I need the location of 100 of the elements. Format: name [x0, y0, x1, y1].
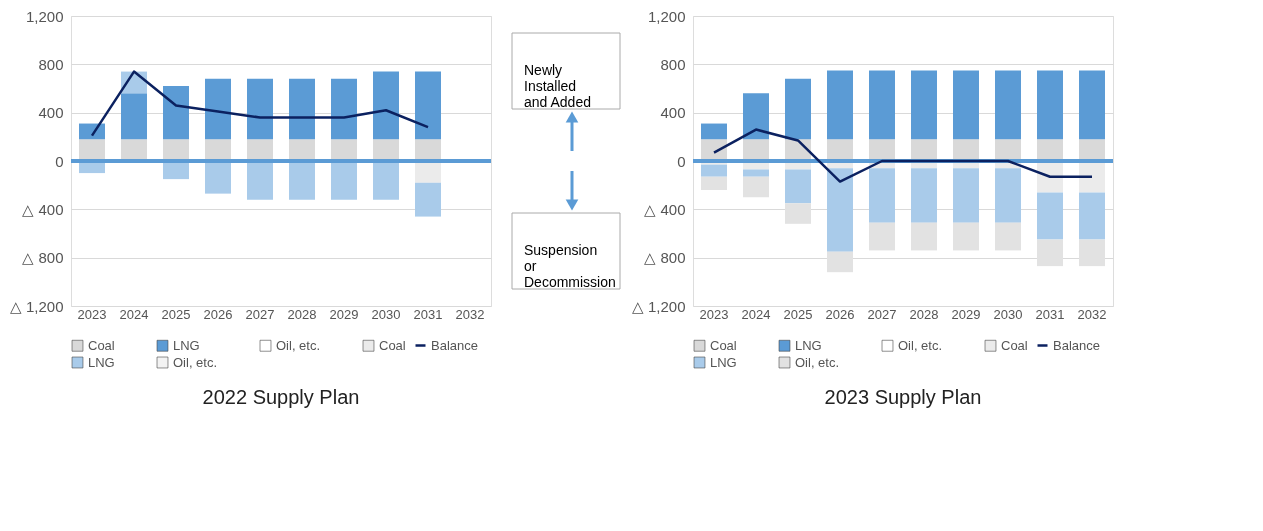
x-tick-label: 2032	[1077, 306, 1107, 322]
bar	[743, 176, 769, 198]
legend-label: Coal	[88, 337, 115, 353]
bar	[1079, 139, 1105, 161]
x-tick-label: 2026	[203, 306, 233, 322]
bar	[331, 78, 357, 140]
x-tick-label: 2026	[825, 306, 855, 322]
x-tick-label: 2031	[413, 306, 443, 322]
x-tick-label: 2023	[699, 306, 729, 322]
text: 2022 Supply Plan	[202, 386, 360, 408]
bar	[163, 86, 189, 140]
bar	[247, 78, 273, 140]
y-tick-label: △ 1,200	[631, 297, 686, 315]
legend-label: Balance	[431, 337, 478, 353]
y-tick-label: 1,200	[25, 7, 64, 25]
x-tick-label: 2029	[951, 306, 981, 322]
legend-label: Coal	[710, 337, 737, 353]
bar	[1079, 70, 1105, 140]
bar	[869, 70, 895, 140]
legend-label: LNG	[795, 337, 822, 353]
legend-label: LNG	[710, 354, 737, 370]
bar	[743, 93, 769, 140]
bar	[289, 161, 315, 200]
bar	[373, 139, 399, 161]
x-tick-label: 2029	[329, 306, 359, 322]
x-tick-label: 2031	[1035, 306, 1065, 322]
legend-label: Coal	[1001, 337, 1028, 353]
legend-label: Oil, etc.	[173, 354, 218, 370]
bar	[701, 176, 727, 190]
bar	[743, 169, 769, 177]
legend-label: LNG	[88, 354, 115, 370]
bar	[247, 161, 273, 200]
x-tick-label: 2027	[245, 306, 275, 322]
x-tick-label: 2030	[993, 306, 1023, 322]
bar	[953, 222, 979, 251]
bar	[415, 71, 441, 140]
legend-label: Balance	[1053, 337, 1100, 353]
bar	[743, 139, 769, 161]
text: Newly Installed and Added	[524, 62, 591, 110]
bar	[869, 168, 895, 223]
y-tick-label: △ 400	[22, 200, 64, 218]
bar	[995, 139, 1021, 161]
y-tick-label: 400	[660, 104, 686, 122]
bar	[205, 139, 231, 161]
bar	[205, 78, 231, 140]
bar	[373, 161, 399, 200]
bar	[953, 168, 979, 223]
bar	[911, 139, 937, 161]
x-tick-label: 2024	[741, 306, 771, 322]
line-series	[712, 128, 1094, 183]
bar	[79, 139, 105, 161]
y-tick-label: 800	[38, 55, 64, 73]
bar	[205, 161, 231, 194]
legend-label: Oil, etc.	[795, 354, 840, 370]
legend-label: Oil, etc.	[898, 337, 943, 353]
bar	[911, 222, 937, 251]
bar	[953, 139, 979, 161]
bar	[331, 161, 357, 200]
x-tick-label: 2027	[867, 306, 897, 322]
x-tick-label: 2028	[287, 306, 317, 322]
text: Suspension or Decommission	[524, 242, 616, 290]
bar	[995, 168, 1021, 223]
text: 2023 Supply Plan	[824, 386, 982, 408]
bar	[827, 70, 853, 140]
bar	[121, 139, 147, 161]
x-tick-label: 2032	[455, 306, 485, 322]
y-tick-label: △ 400	[644, 200, 686, 218]
legend-label: Coal	[379, 337, 406, 353]
y-tick-label: △ 1,200	[9, 297, 64, 315]
y-tick-label: 400	[38, 104, 64, 122]
y-tick-label: 0	[55, 152, 64, 170]
bar	[869, 139, 895, 161]
legend-label: LNG	[173, 337, 200, 353]
y-tick-label: 0	[677, 152, 686, 170]
bar	[785, 169, 811, 204]
bar	[911, 168, 937, 223]
x-tick-label: 2024	[119, 306, 149, 322]
y-tick-label: 1,200	[647, 7, 686, 25]
bar	[869, 222, 895, 251]
bar	[953, 70, 979, 140]
bar	[701, 164, 727, 177]
bar	[827, 168, 853, 252]
bar	[827, 139, 853, 161]
bar	[995, 222, 1021, 251]
bar	[1079, 192, 1105, 240]
x-tick-label: 2028	[909, 306, 939, 322]
bar	[289, 78, 315, 140]
x-tick-label: 2030	[371, 306, 401, 322]
bar	[163, 139, 189, 161]
bar	[701, 123, 727, 140]
legend-label: Oil, etc.	[276, 337, 321, 353]
bar	[415, 139, 441, 161]
bar	[247, 139, 273, 161]
x-tick-label: 2025	[783, 306, 813, 322]
bar	[785, 78, 811, 140]
y-tick-label: 800	[660, 55, 686, 73]
x-tick-label: 2025	[161, 306, 191, 322]
bar	[415, 161, 441, 183]
bar	[1037, 192, 1063, 240]
bar	[1037, 139, 1063, 161]
